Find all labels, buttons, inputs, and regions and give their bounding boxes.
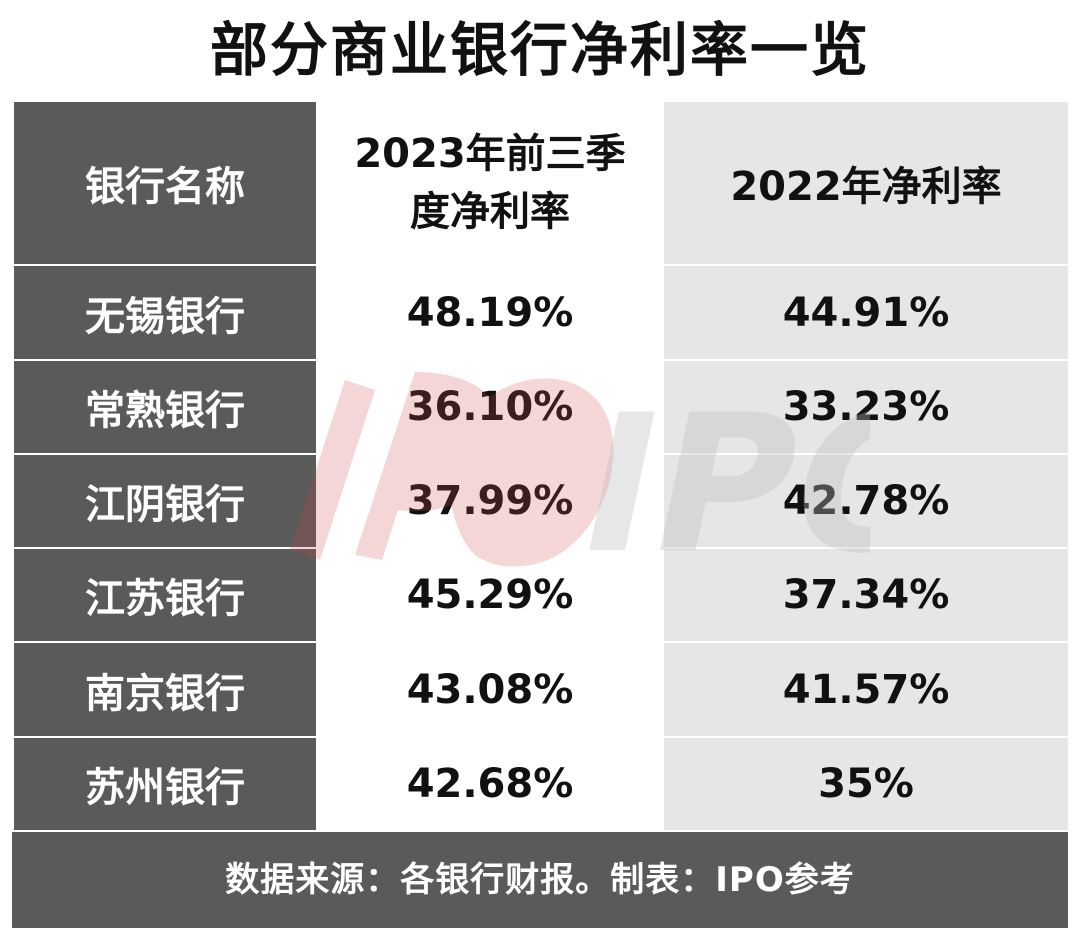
net-margin-2022-cell: 37.34% (662, 547, 1070, 644)
bank-name-cell: 常熟银行 (12, 358, 318, 455)
net-margin-2023q3-cell: 36.10% (316, 358, 664, 455)
net-margin-table: 银行名称 2023年前三季 度净利率 2022年净利率 无锡银行 48.19% … (12, 99, 1070, 833)
table-row: 江苏银行 45.29% 37.34% (12, 547, 1070, 644)
bank-name-cell: 无锡银行 (12, 264, 318, 361)
data-source-footer: 数据来源：各银行财报。制表：IPO参考 (12, 832, 1068, 928)
net-margin-2023q3-cell: 48.19% (316, 264, 664, 361)
header-2023q3-line1: 2023年前三季 (354, 131, 626, 178)
net-margin-2023q3-cell: 45.29% (316, 547, 664, 644)
net-margin-2023q3-cell: 43.08% (316, 641, 664, 738)
table-row: 江阴银行 37.99% 42.78% (12, 452, 1070, 550)
header-2023q3-line2: 度净利率 (410, 189, 570, 236)
net-margin-2022-cell: 44.91% (662, 264, 1070, 361)
page-title: 部分商业银行净利率一览 (209, 16, 870, 84)
net-margin-2023q3-cell: 37.99% (316, 452, 664, 550)
bank-name-cell: 苏州银行 (12, 735, 318, 833)
table-row: 苏州银行 42.68% 35% (12, 735, 1070, 833)
table-row: 南京银行 43.08% 41.57% (12, 641, 1070, 738)
header-bank-name: 银行名称 (12, 99, 318, 267)
net-margin-2022-cell: 42.78% (662, 452, 1070, 550)
bank-name-cell: 南京银行 (12, 641, 318, 738)
bank-name-cell: 江阴银行 (12, 452, 318, 550)
table-row: 无锡银行 48.19% 44.91% (12, 264, 1070, 361)
table-header-row: 银行名称 2023年前三季 度净利率 2022年净利率 (12, 99, 1070, 267)
net-margin-2022-cell: 33.23% (662, 358, 1070, 455)
header-2022-net-margin: 2022年净利率 (662, 99, 1070, 267)
table-row: 常熟银行 36.10% 33.23% (12, 358, 1070, 455)
net-margin-2023q3-cell: 42.68% (316, 735, 664, 833)
bank-name-cell: 江苏银行 (12, 547, 318, 644)
net-margin-2022-cell: 41.57% (662, 641, 1070, 738)
header-2023q3-net-margin: 2023年前三季 度净利率 (316, 99, 664, 267)
net-margin-2022-cell: 35% (662, 735, 1070, 833)
